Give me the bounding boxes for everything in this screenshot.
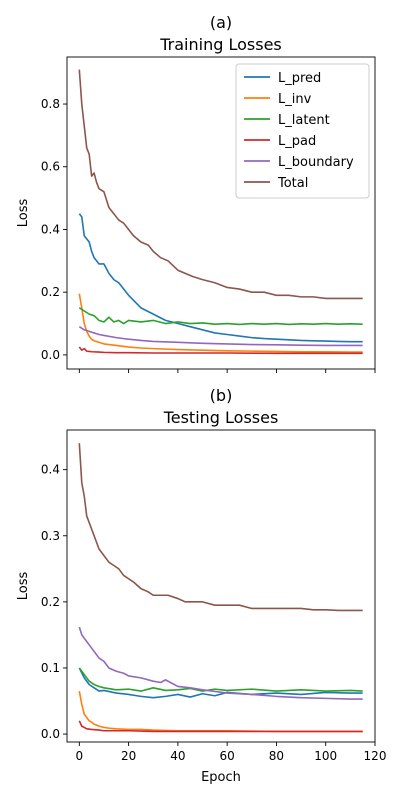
x-tick-label: 20: [121, 749, 136, 763]
y-tick-label: 0.4: [41, 463, 60, 477]
series-line-l-boundary: [78, 325, 363, 347]
legend-entry: L_inv: [278, 92, 312, 107]
x-tick-label: 100: [314, 749, 337, 763]
y-tick-label: 0.8: [41, 97, 60, 111]
y-tick-label: 0.3: [41, 529, 60, 543]
x-axis-label: Epoch: [201, 770, 241, 785]
y-tick-label: 0.0: [41, 727, 60, 741]
legend: L_pred L_inv L_latent L_pad L_boundary Total: [235, 63, 370, 199]
series-line-l-latent: [78, 307, 363, 326]
y-tick-label: 0.1: [41, 661, 60, 675]
series-line-l-pad: [78, 346, 363, 355]
panel-label: (b): [210, 386, 233, 405]
series-line-l-inv: [78, 690, 363, 733]
legend-entry: L_pad: [278, 134, 316, 149]
series-line-l-pred: [78, 213, 363, 343]
panel-a-training-losses: (a) Training Losses 0.0 0.2 0.4 0.6 0.8 Loss L_p…: [16, 13, 376, 373]
x-tick-label: 40: [170, 749, 185, 763]
y-tick-label: 0.4: [41, 222, 60, 236]
legend-entry: L_boundary: [278, 155, 354, 170]
series-line-l-inv: [78, 293, 363, 353]
y-axis-label: Loss: [16, 572, 31, 601]
plot-frame: [66, 56, 376, 370]
y-tick-label: 0.6: [41, 160, 60, 174]
series-line-l-boundary: [78, 626, 363, 700]
y-axis-label: Loss: [16, 199, 31, 228]
series-line-l-pad: [78, 720, 363, 733]
x-tick-label: 60: [220, 749, 235, 763]
y-tick-label: 0.2: [41, 285, 60, 299]
legend-entry: Total: [277, 176, 308, 191]
x-tick-label: 80: [269, 749, 284, 763]
x-tick-label: 0: [75, 749, 83, 763]
legend-entry: L_latent: [278, 113, 330, 128]
plot-frame: [66, 429, 376, 743]
y-tick-label: 0.2: [41, 595, 60, 609]
panel-label: (a): [210, 13, 232, 32]
series-line-l-pred: [78, 667, 363, 699]
legend-entry: L_pred: [278, 71, 321, 86]
x-tick-label: 120: [364, 749, 387, 763]
series-line-total: [78, 69, 363, 300]
panel-b-testing-losses: (b) Testing Losses 0 20 40 60 80 100 120 0.0 0.1 0.…: [16, 386, 386, 785]
chart-title: Testing Losses: [163, 408, 279, 427]
series-line-total: [78, 443, 363, 612]
y-tick-label: 0.0: [41, 348, 60, 362]
series-line-l-latent: [78, 667, 363, 692]
chart-title: Training Losses: [159, 35, 282, 54]
